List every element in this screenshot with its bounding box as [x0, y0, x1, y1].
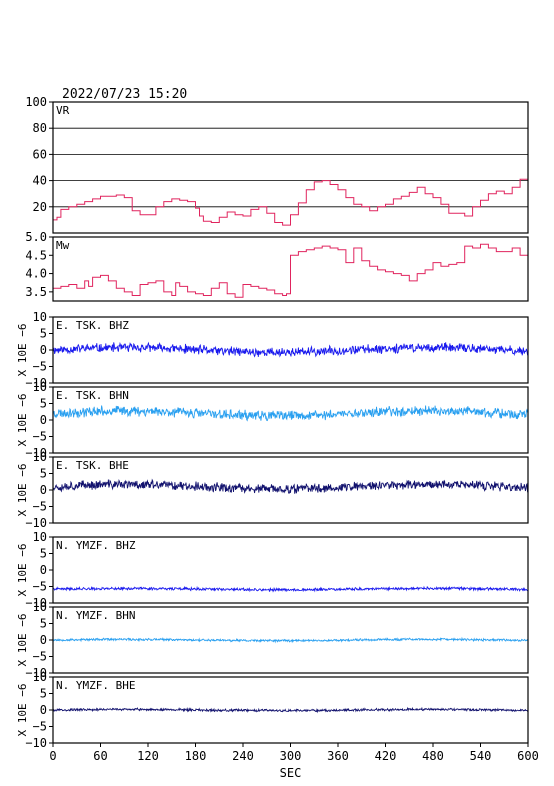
- y-tick-label: −10: [25, 596, 47, 610]
- series-line: [52, 706, 529, 714]
- y-tick-label: 4.5: [25, 248, 47, 262]
- y-axis-unit: X 10E −6: [16, 324, 29, 377]
- series-line: [53, 243, 529, 298]
- y-tick-label: 10: [33, 450, 47, 464]
- y-tick-label: 0: [40, 563, 47, 577]
- y-tick-label: 10: [33, 310, 47, 324]
- x-tick-label: 60: [93, 749, 107, 763]
- series-line: [52, 636, 528, 644]
- x-tick-label: 540: [470, 749, 492, 763]
- x-tick-label: 0: [49, 749, 56, 763]
- series-line: [52, 341, 529, 358]
- panel-label: N. YMZF. BHN: [56, 609, 135, 622]
- y-tick-label: 5: [40, 327, 47, 341]
- y-tick-label: 0: [40, 633, 47, 647]
- panel-label: N. YMZF. BHZ: [56, 539, 136, 552]
- y-tick-label: 10: [33, 530, 47, 544]
- y-tick-label: 5: [40, 547, 47, 561]
- panel-frame: [52, 101, 529, 234]
- y-tick-label: −5: [33, 650, 47, 664]
- panel-frame: [52, 456, 529, 524]
- y-tick-label: 60: [33, 147, 47, 161]
- x-tick-label: 300: [280, 749, 302, 763]
- panel-label: E. TSK. BHE: [56, 459, 129, 472]
- y-tick-label: −5: [33, 360, 47, 374]
- y-tick-label: −10: [25, 446, 47, 460]
- y-tick-label: 0: [40, 413, 47, 427]
- x-tick-label: 600: [517, 749, 539, 763]
- x-tick-label: 420: [375, 749, 397, 763]
- panel-frame: [52, 536, 529, 604]
- y-tick-label: 5: [40, 467, 47, 481]
- y-tick-label: 40: [33, 174, 47, 188]
- y-tick-label: 10: [33, 380, 47, 394]
- panel-frame: [52, 386, 529, 454]
- y-tick-label: −5: [33, 580, 47, 594]
- panel-label: E. TSK. BHZ: [56, 319, 129, 332]
- y-axis-unit: X 10E −6: [16, 394, 29, 447]
- y-tick-label: 3.5: [25, 285, 47, 299]
- y-tick-label: 20: [33, 200, 47, 214]
- y-axis-unit: X 10E −6: [16, 684, 29, 737]
- series-line: [52, 405, 529, 422]
- y-tick-label: 10: [33, 600, 47, 614]
- x-tick-label: 180: [185, 749, 207, 763]
- y-tick-label: −5: [33, 720, 47, 734]
- y-tick-label: 5: [40, 687, 47, 701]
- y-tick-label: 80: [33, 121, 47, 135]
- y-tick-label: −10: [25, 516, 47, 530]
- panel-label: N. YMZF. BHE: [56, 679, 135, 692]
- y-tick-label: 10: [33, 670, 47, 684]
- y-tick-label: 5: [40, 397, 47, 411]
- y-tick-label: 0: [40, 703, 47, 717]
- panel-frame: [52, 606, 529, 674]
- x-tick-label: 480: [422, 749, 444, 763]
- y-tick-label: −10: [25, 666, 47, 680]
- y-tick-label: 0: [40, 483, 47, 497]
- panel-frame: [52, 236, 529, 302]
- x-tick-label: 360: [327, 749, 349, 763]
- panel-label: VR: [56, 104, 70, 117]
- panel-frame: [52, 316, 529, 384]
- y-tick-label: 0: [40, 343, 47, 357]
- x-tick-label: 120: [137, 749, 159, 763]
- y-tick-label: 100: [25, 95, 47, 109]
- x-axis-title: SEC: [280, 766, 302, 780]
- y-tick-label: −5: [33, 430, 47, 444]
- series-line: [52, 478, 529, 494]
- x-tick-label: 240: [232, 749, 254, 763]
- y-axis-unit: X 10E −6: [16, 464, 29, 517]
- y-axis-unit: X 10E −6: [16, 614, 29, 667]
- y-axis-unit: X 10E −6: [16, 544, 29, 597]
- panel-label: Mw: [56, 239, 70, 252]
- y-tick-label: −5: [33, 500, 47, 514]
- y-tick-label: 4.0: [25, 267, 47, 281]
- series-line: [52, 585, 529, 593]
- panel-label: E. TSK. BHN: [56, 389, 129, 402]
- y-tick-label: −10: [25, 736, 47, 750]
- y-tick-label: 5.0: [25, 230, 47, 244]
- y-tick-label: 5: [40, 617, 47, 631]
- y-tick-label: −10: [25, 376, 47, 390]
- series-line: [53, 175, 529, 226]
- timestamp-label: 2022/07/23 15:20: [62, 87, 187, 102]
